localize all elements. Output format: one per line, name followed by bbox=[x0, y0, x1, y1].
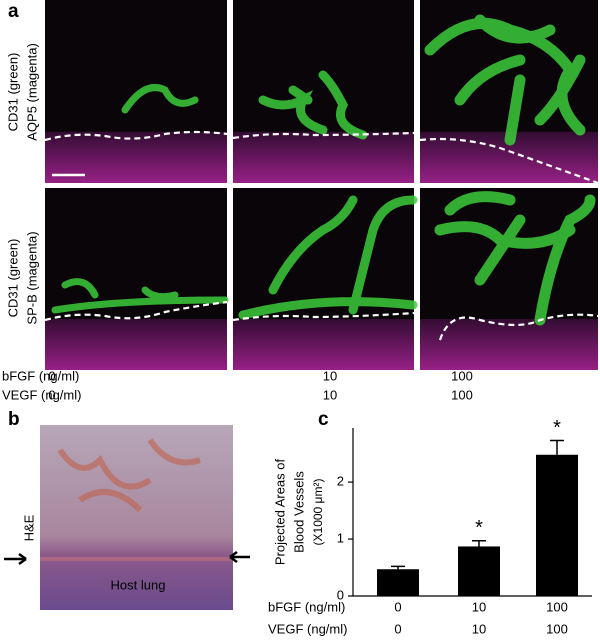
micrograph bbox=[419, 0, 599, 185]
he-image: H&E Host lung bbox=[4, 425, 250, 610]
condition-value: 100 bbox=[451, 368, 473, 383]
condition-value: 0 bbox=[48, 387, 55, 402]
stain-label: H&E bbox=[21, 514, 36, 541]
micrograph bbox=[420, 188, 599, 370]
significance: * bbox=[475, 517, 483, 539]
error-bar bbox=[391, 565, 405, 570]
micrograph bbox=[44, 0, 228, 183]
x-row-label: VEGF (ng/ml) bbox=[268, 621, 347, 636]
micrographs bbox=[44, 0, 599, 370]
condition-label: VEGF (ng/ml) bbox=[2, 387, 81, 402]
magenta-region bbox=[45, 319, 227, 370]
boundary bbox=[232, 311, 415, 322]
boundary bbox=[44, 300, 228, 322]
y-tick-label: 0 bbox=[337, 587, 344, 602]
boundary bbox=[232, 131, 415, 140]
magenta-region bbox=[233, 131, 414, 183]
x-tick-label: 10 bbox=[472, 621, 486, 636]
condition-value: 10 bbox=[323, 368, 337, 383]
y-tick-label: 2 bbox=[337, 474, 344, 489]
vessels bbox=[51, 278, 229, 314]
y-tick-label: 1 bbox=[337, 530, 344, 545]
error-bar bbox=[472, 540, 486, 547]
condition-label: bFGF (ng/ml) bbox=[2, 368, 79, 383]
bar bbox=[377, 569, 419, 596]
y-axis-label: Projected Areas of bbox=[272, 459, 287, 566]
boundary bbox=[438, 313, 599, 341]
error-bar bbox=[550, 439, 564, 455]
row-label: CD31 (green) bbox=[5, 53, 20, 132]
x-tick-label: 0 bbox=[394, 599, 401, 614]
panel-label: b bbox=[8, 409, 20, 430]
row-label: SP-B (magenta) bbox=[24, 231, 39, 324]
x-tick-label: 100 bbox=[546, 599, 568, 614]
x-tick-label: 10 bbox=[472, 599, 486, 614]
x-row-label: bFGF (ng/ml) bbox=[268, 599, 345, 614]
tissue-label: Host lung bbox=[111, 577, 166, 592]
x-tick-label: 100 bbox=[546, 621, 568, 636]
bar bbox=[458, 546, 500, 596]
magenta-region bbox=[233, 319, 414, 370]
vessels bbox=[434, 191, 596, 326]
magenta-region bbox=[420, 319, 598, 370]
panel-label: a bbox=[8, 1, 19, 22]
y-axis-label: (X1000 μm²) bbox=[311, 479, 325, 546]
panel-label: c bbox=[318, 409, 329, 430]
condition-value: 100 bbox=[451, 387, 473, 402]
significance: * bbox=[553, 417, 561, 439]
boundary bbox=[419, 137, 599, 185]
vessels bbox=[258, 70, 368, 140]
y-axis-label: Blood Vessels bbox=[291, 471, 306, 553]
vessels bbox=[121, 84, 199, 114]
micrograph bbox=[44, 188, 229, 370]
vessels bbox=[424, 14, 586, 146]
row-label: AQP5 (magenta) bbox=[24, 43, 39, 141]
condition-value: 0 bbox=[48, 368, 55, 383]
condition-value: 10 bbox=[323, 387, 337, 402]
micrograph bbox=[232, 0, 415, 183]
boundary bbox=[44, 130, 228, 142]
micrograph bbox=[232, 188, 418, 370]
row-label: CD31 (green) bbox=[5, 239, 20, 318]
bar bbox=[536, 454, 578, 596]
x-tick-label: 0 bbox=[394, 621, 401, 636]
vessels bbox=[238, 195, 418, 320]
